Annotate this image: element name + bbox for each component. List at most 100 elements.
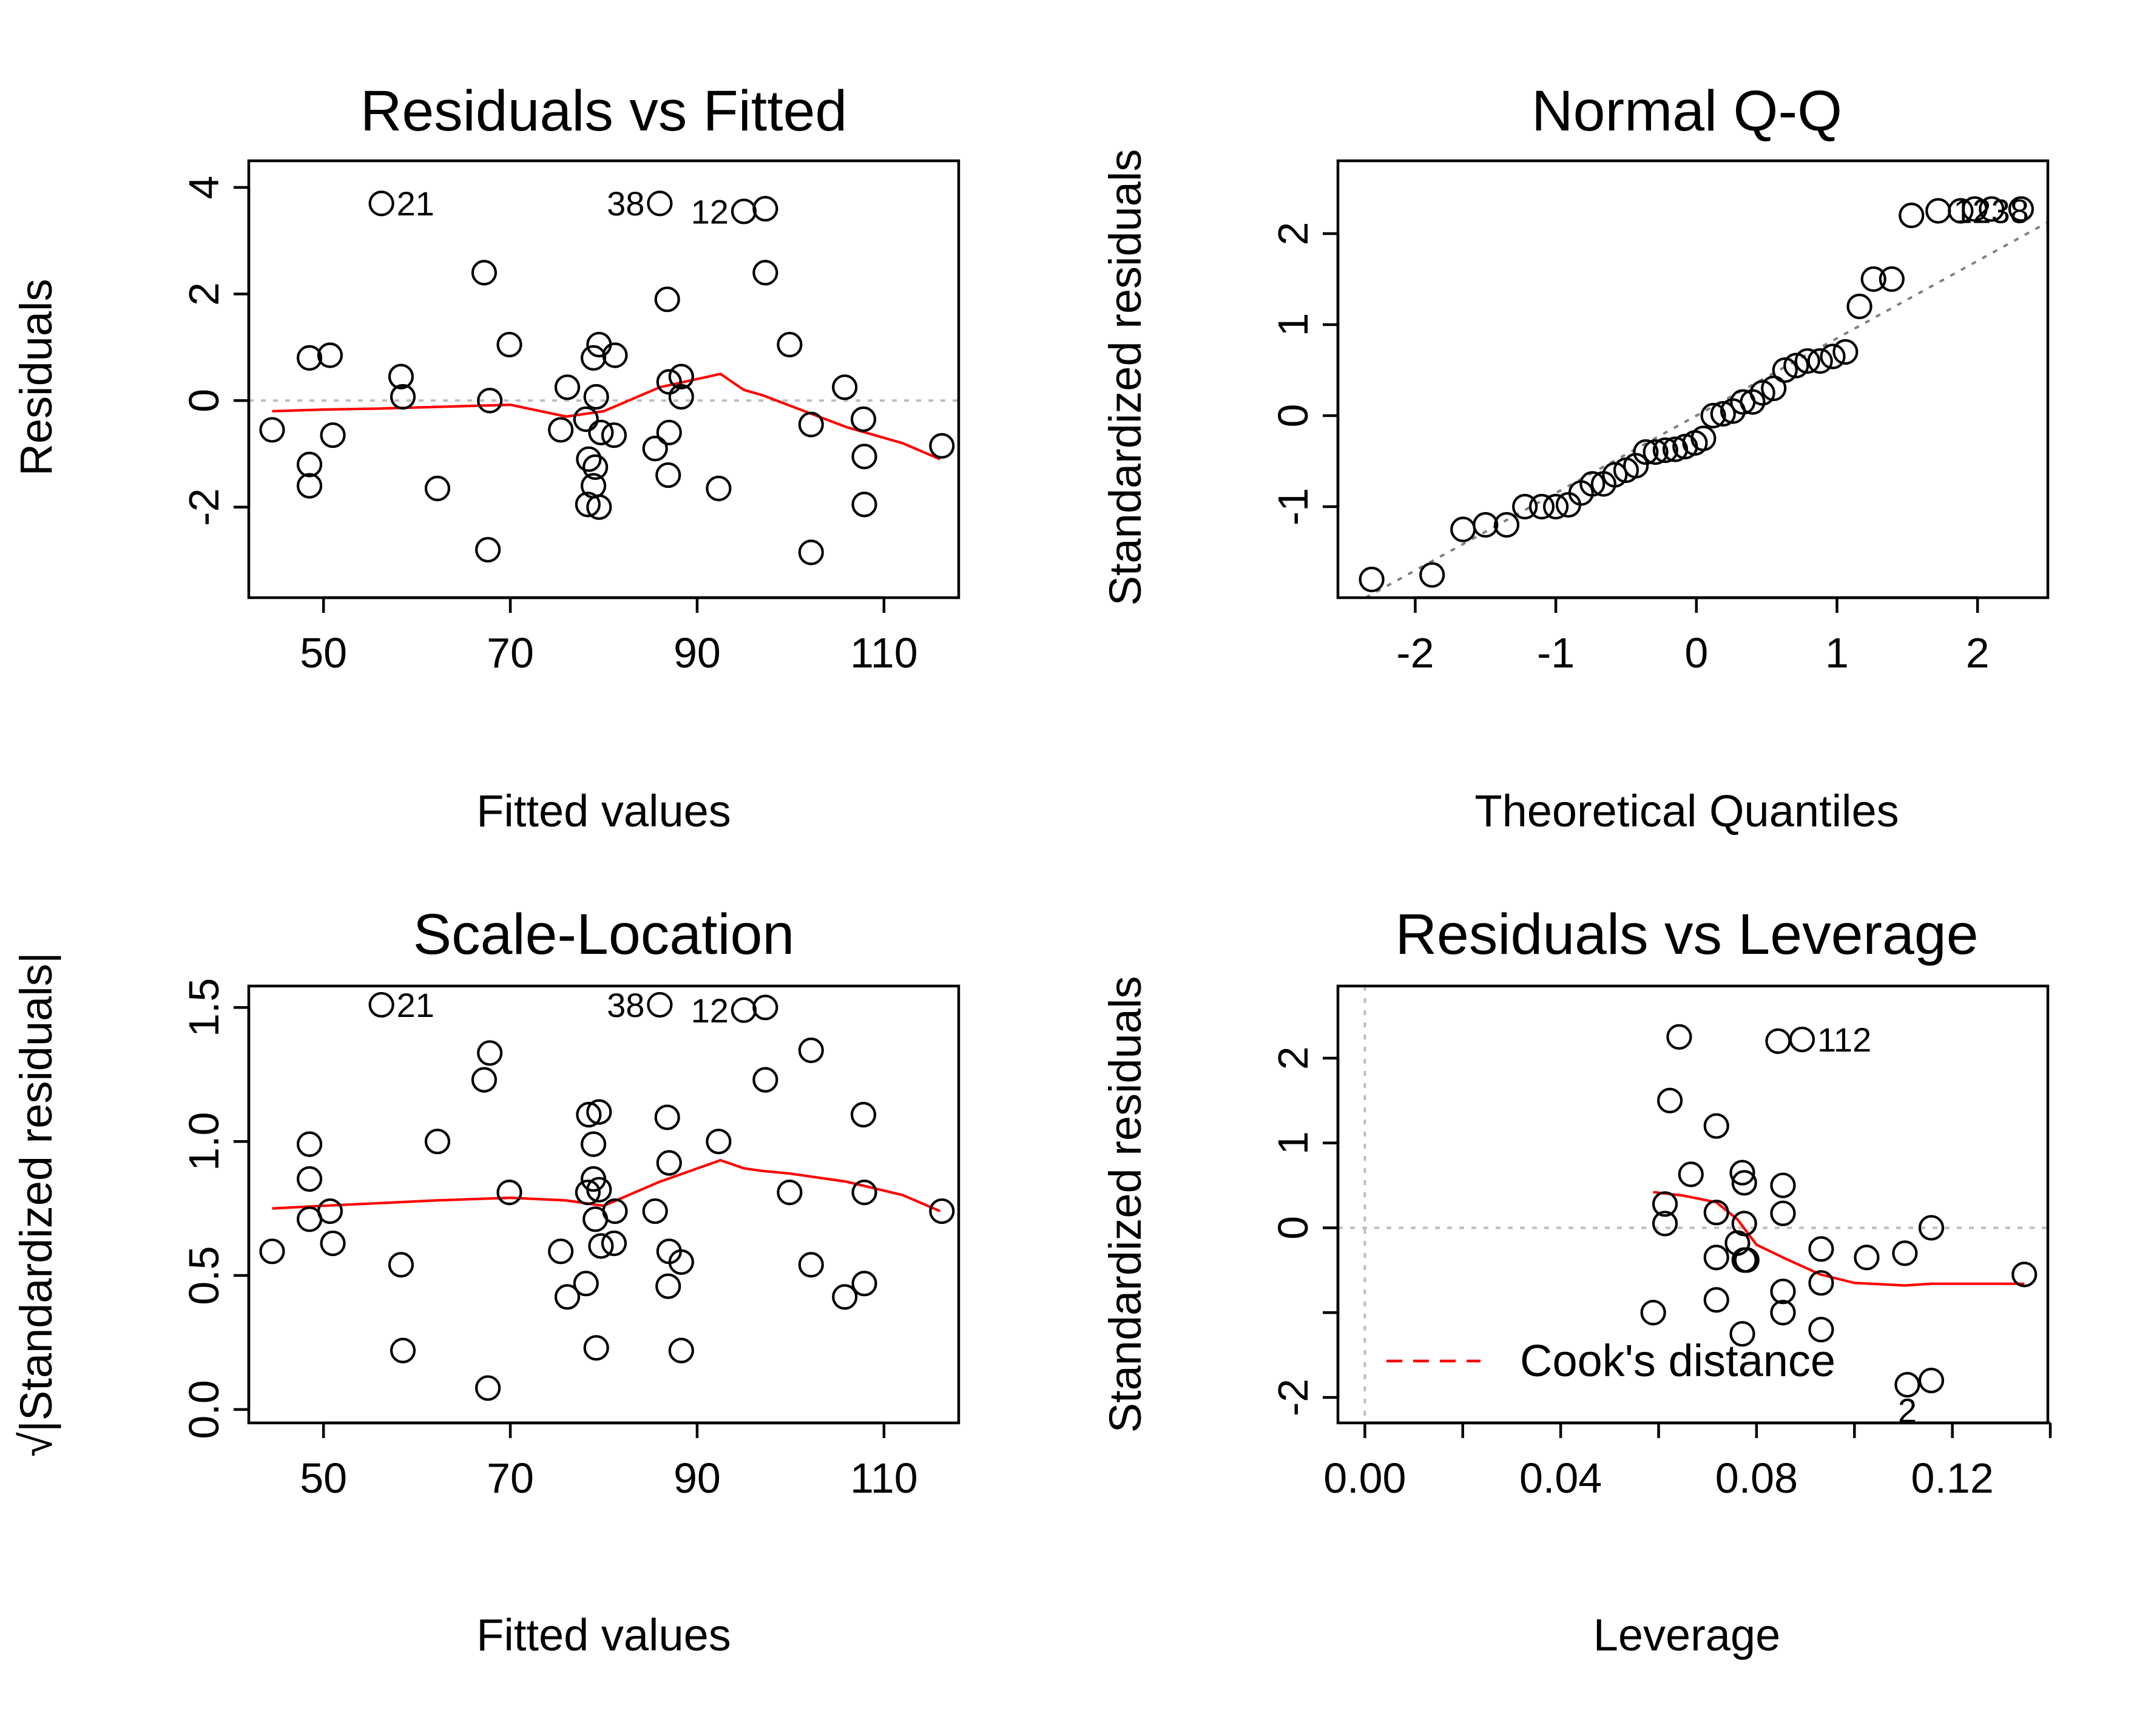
data-point [586, 331, 612, 358]
data-point [1652, 437, 1678, 464]
data-point [1770, 1172, 1796, 1198]
x-tick-label: 90 [674, 629, 721, 677]
data-point [1731, 1170, 1757, 1196]
data-point [1925, 198, 1951, 224]
y-tick-label: -2 [1269, 1379, 1317, 1416]
x-tick-label: 0.12 [1911, 1454, 1994, 1502]
data-point [1761, 375, 1787, 402]
data-point [602, 342, 628, 368]
y-tick-label: 0 [1269, 404, 1317, 428]
data-point [586, 494, 612, 520]
data-point [317, 342, 343, 368]
smoother-line [272, 372, 941, 461]
x-axis-label: Leverage [1593, 1610, 1781, 1660]
residuals-vs-leverage-panel: Residuals vs Leverage Leverage Standardi… [1100, 902, 2052, 1660]
data-point [601, 422, 627, 448]
point-label: 21 [397, 184, 434, 223]
data-point [1820, 343, 1846, 370]
data-point [573, 1271, 599, 1297]
data-point [1602, 462, 1628, 488]
y-tick-label: 1 [1269, 1131, 1317, 1155]
data-point [850, 1101, 877, 1128]
data-point [1918, 1215, 1945, 1241]
data-point [1860, 266, 1886, 292]
data-point [1770, 1300, 1796, 1326]
data-point [1979, 196, 2005, 222]
data-point [1652, 1211, 1678, 1237]
data-point [1656, 1087, 1683, 1113]
data-point [317, 1198, 343, 1224]
data-point [1894, 1371, 1920, 1398]
data-point [668, 1337, 694, 1363]
data-point [586, 1177, 612, 1203]
data-point [851, 491, 877, 518]
data-point [647, 191, 673, 217]
data-point [390, 383, 416, 410]
x-tick-label: 110 [850, 629, 918, 677]
data-point [1765, 1028, 1791, 1054]
data-point [655, 462, 681, 488]
x-tick-label: 0.08 [1715, 1454, 1798, 1502]
x-axis-label: Theoretical Quantiles [1474, 786, 1899, 836]
data-point [654, 286, 680, 312]
data-point [1734, 1247, 1760, 1273]
data-point [1729, 1321, 1755, 1347]
cooks-distance-legend-label: Cook's distance [1520, 1336, 1835, 1386]
x-tick-label: 70 [487, 629, 534, 677]
data-point [1528, 493, 1555, 520]
x-tick-label: 70 [487, 1454, 534, 1502]
data-point [1690, 425, 1717, 451]
data-point [1731, 1211, 1757, 1237]
data-point [1808, 1236, 1834, 1262]
data-point [1783, 353, 1809, 379]
smoother-line [272, 1158, 941, 1212]
data-point [1854, 1245, 1880, 1271]
y-tick-label: 0 [1269, 1216, 1317, 1240]
data-point [1879, 266, 1905, 292]
plot-frame [1336, 159, 2050, 599]
data-point [1493, 512, 1520, 538]
y-tick-label: -2 [180, 488, 228, 526]
data-point [798, 1252, 824, 1278]
data-point [296, 345, 323, 371]
data-point [576, 1101, 602, 1128]
data-point [655, 1273, 681, 1299]
data-point [573, 406, 599, 432]
panel-title: Residuals vs Leverage [1395, 902, 1978, 967]
normal-qq-panel: Normal Q-Q Theoretical Quantiles Standar… [1100, 79, 2050, 836]
data-point [1808, 1317, 1834, 1343]
data-point [477, 1040, 503, 1066]
data-point [580, 1131, 607, 1157]
x-axis-label: Fitted values [476, 786, 731, 836]
y-axis-label: √|Standardized residuals| [11, 952, 61, 1457]
data-point [1652, 1191, 1678, 1217]
data-point [706, 475, 732, 502]
data-point [656, 1150, 682, 1176]
data-point [850, 406, 877, 432]
data-point [1703, 1245, 1729, 1271]
y-tick-label: 2 [1269, 222, 1317, 246]
data-point [1359, 566, 1385, 593]
point-label: 2 [1898, 1391, 1917, 1430]
x-tick-label: 50 [300, 1454, 347, 1502]
data-point [798, 1037, 824, 1064]
data-point [575, 1180, 601, 1206]
x-tick-label: 90 [674, 1454, 721, 1502]
data-point [668, 1249, 694, 1275]
data-point [1700, 402, 1726, 429]
data-point [777, 331, 803, 358]
x-tick-label: -2 [1396, 629, 1434, 677]
data-point [1729, 1160, 1755, 1186]
x-tick-label: 1 [1825, 629, 1849, 677]
data-point [1710, 400, 1736, 427]
data-point [1789, 1026, 1815, 1053]
x-tick-label: 0.00 [1323, 1454, 1406, 1502]
data-point [1808, 1270, 1834, 1296]
data-point [554, 374, 581, 400]
x-tick-label: 0 [1684, 629, 1708, 677]
y-tick-label: -1 [1269, 488, 1317, 525]
data-point [752, 260, 778, 286]
data-point [752, 195, 778, 222]
data-point [1807, 348, 1833, 374]
smoother-line [1653, 1191, 2025, 1287]
